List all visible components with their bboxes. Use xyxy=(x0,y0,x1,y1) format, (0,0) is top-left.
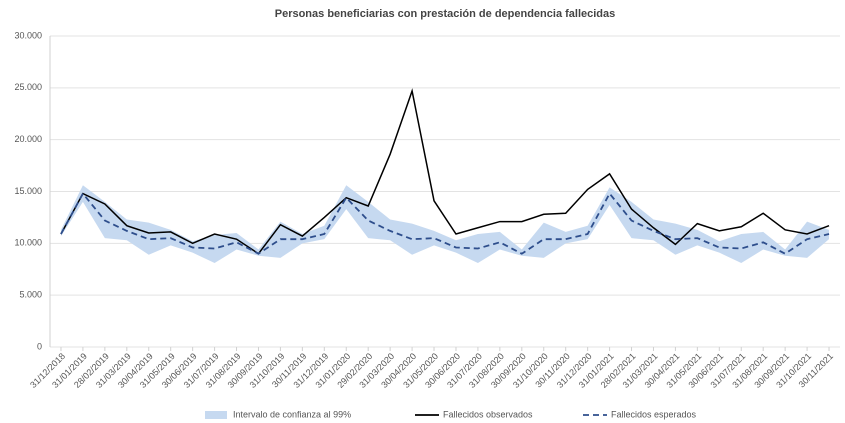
y-tick-label: 25.000 xyxy=(14,82,42,92)
y-tick-label: 15.000 xyxy=(14,186,42,196)
y-tick-label: 0 xyxy=(37,341,42,351)
line xyxy=(60,191,830,255)
y-tick-label: 5.000 xyxy=(19,290,42,300)
legend-swatch xyxy=(205,411,227,419)
y-tick-label: 30.000 xyxy=(14,30,42,40)
chart-title: Personas beneficiarias con prestación de… xyxy=(275,8,616,20)
legend-label: Intervalo de confianza al 99% xyxy=(233,409,351,419)
y-tick-label: 10.000 xyxy=(14,238,42,248)
confidence-band xyxy=(60,185,830,264)
legend-label: Fallecidos observados xyxy=(443,409,533,419)
legend-label: Fallecidos esperados xyxy=(611,409,697,419)
y-tick-label: 20.000 xyxy=(14,134,42,144)
line xyxy=(60,88,830,255)
